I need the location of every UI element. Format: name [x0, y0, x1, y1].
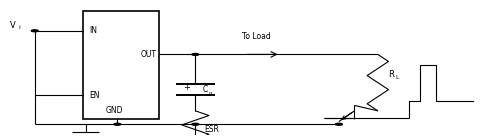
Text: ESR: ESR — [204, 125, 219, 134]
Text: +: + — [183, 83, 190, 92]
Text: i: i — [18, 24, 20, 30]
Text: C: C — [203, 85, 208, 94]
Text: IN: IN — [90, 26, 98, 35]
Text: OUT: OUT — [141, 50, 157, 59]
Circle shape — [31, 30, 38, 32]
Circle shape — [114, 123, 121, 125]
Text: V: V — [10, 21, 16, 30]
Text: o: o — [209, 91, 212, 96]
Text: L: L — [395, 75, 399, 80]
Text: EN: EN — [90, 91, 100, 100]
Circle shape — [192, 53, 199, 55]
Bar — [83, 11, 159, 119]
Text: To Load: To Load — [242, 33, 270, 41]
Text: R: R — [388, 70, 394, 79]
Circle shape — [335, 123, 342, 125]
Circle shape — [192, 123, 199, 125]
Text: GND: GND — [105, 106, 123, 115]
